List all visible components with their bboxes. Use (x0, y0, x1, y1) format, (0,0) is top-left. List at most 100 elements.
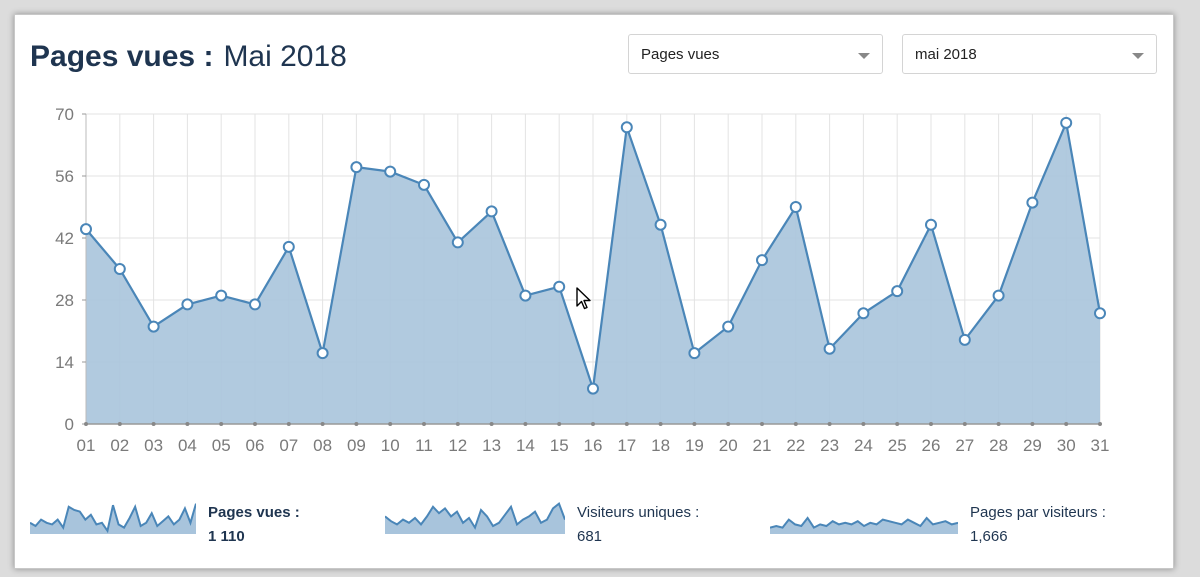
x-tick-label: 27 (955, 436, 974, 455)
data-point (147, 320, 160, 333)
x-tick-label: 26 (922, 436, 941, 455)
data-point (688, 347, 701, 360)
x-tick-label: 31 (1091, 436, 1110, 455)
x-tick (895, 422, 900, 426)
y-tick-label: 14 (55, 353, 74, 372)
x-tick-label: 09 (347, 436, 366, 455)
y-tick-label: 56 (55, 167, 74, 186)
x-tick-label: 18 (651, 436, 670, 455)
data-point (958, 333, 971, 346)
data-point (519, 289, 532, 302)
month-select[interactable]: mai 2018 (902, 34, 1157, 74)
x-tick-label: 17 (617, 436, 636, 455)
sparkline-area (385, 503, 565, 534)
x-tick-label: 21 (753, 436, 772, 455)
x-tick-label: 28 (989, 436, 1008, 455)
data-point (553, 280, 566, 293)
x-tick (726, 422, 731, 426)
page-title: Pages vues : Mai 2018 (30, 40, 347, 74)
x-tick-label: 23 (820, 436, 839, 455)
x-tick-label: 11 (415, 436, 433, 455)
x-tick (760, 422, 764, 426)
x-tick-label: 30 (1057, 436, 1076, 455)
x-tick (827, 422, 832, 426)
sparkline-unique-visitors (385, 501, 565, 534)
summary-pageviews: Pages vues : 1 110 (30, 498, 360, 548)
summary-label: Pages vues : (208, 504, 300, 521)
x-tick (455, 422, 460, 426)
x-tick-label: 06 (246, 436, 265, 455)
mouse-pointer-icon (576, 287, 591, 310)
x-tick (489, 422, 494, 426)
x-tick-label: 25 (888, 436, 907, 455)
x-tick (388, 422, 393, 426)
summary-unique-visitors: Visiteurs uniques : 681 (385, 498, 745, 548)
metric-select-value: Pages vues (641, 46, 720, 63)
y-tick-label: 0 (65, 415, 74, 434)
stats-panel (14, 14, 1174, 569)
x-tick (117, 422, 122, 426)
sparkline-pages-per-visitor (770, 516, 958, 534)
data-point (925, 218, 937, 231)
data-point (1060, 116, 1073, 129)
x-tick (692, 422, 697, 426)
data-point (823, 342, 836, 355)
x-tick-label: 20 (719, 436, 738, 455)
data-point (1094, 307, 1106, 320)
sparkline-line (385, 501, 565, 530)
x-tick (591, 422, 595, 426)
x-tick (557, 422, 562, 426)
data-point (654, 218, 667, 231)
x-tick (151, 422, 156, 426)
data-point (113, 263, 126, 275)
x-tick (185, 422, 190, 426)
chevron-down-icon (1132, 53, 1144, 59)
x-tick-label: 08 (313, 436, 332, 455)
data-point (249, 298, 261, 311)
x-tick (1064, 422, 1069, 426)
data-point (384, 165, 397, 178)
data-point (1026, 196, 1039, 209)
summary-label: Pages par visiteurs : (970, 504, 1106, 521)
x-tick-label: 07 (279, 436, 298, 455)
x-tick (929, 422, 933, 426)
data-point (350, 161, 363, 174)
x-tick-label: 16 (584, 436, 603, 455)
data-point (282, 240, 295, 253)
summary-value: 1,666 (970, 528, 1008, 545)
x-tick (1030, 422, 1035, 426)
y-tick-label: 70 (55, 105, 74, 124)
x-tick-label: 02 (110, 436, 129, 455)
sparkline-pageviews (30, 503, 196, 534)
x-tick (422, 422, 426, 426)
data-point (756, 254, 768, 267)
sparkline-line (30, 503, 196, 534)
data-point (857, 307, 870, 320)
x-tick-label: 15 (550, 436, 569, 455)
x-tick (962, 422, 967, 426)
x-tick (624, 422, 629, 426)
data-point (418, 178, 430, 191)
chevron-down-icon (858, 53, 870, 59)
data-point (789, 201, 802, 213)
x-tick (523, 422, 528, 426)
data-point (620, 121, 633, 134)
x-tick-label: 29 (1023, 436, 1042, 455)
x-tick-label: 04 (178, 436, 197, 455)
summary-value: 1 110 (208, 528, 245, 545)
pageviews-area-chart: 0 14 28 42 56 70 01 02 03 04 05 06 07 08 09 10 11 12 13 14 1… (55, 105, 1110, 455)
data-point (992, 289, 1005, 302)
x-tick-label: 03 (144, 436, 163, 455)
summary-value: 681 (577, 528, 603, 545)
metric-select[interactable]: Pages vues (628, 34, 883, 74)
sparkline-area (30, 503, 196, 534)
summary-label: Visiteurs uniques : (577, 504, 700, 521)
sparkline-line (770, 516, 958, 529)
data-point (215, 289, 228, 302)
x-tick-label: 05 (212, 436, 231, 455)
y-tick-label: 42 (55, 229, 74, 248)
x-tick-label: 24 (854, 436, 873, 455)
data-point (891, 285, 904, 298)
x-tick (996, 422, 1001, 426)
x-tick-label: 19 (685, 436, 704, 455)
